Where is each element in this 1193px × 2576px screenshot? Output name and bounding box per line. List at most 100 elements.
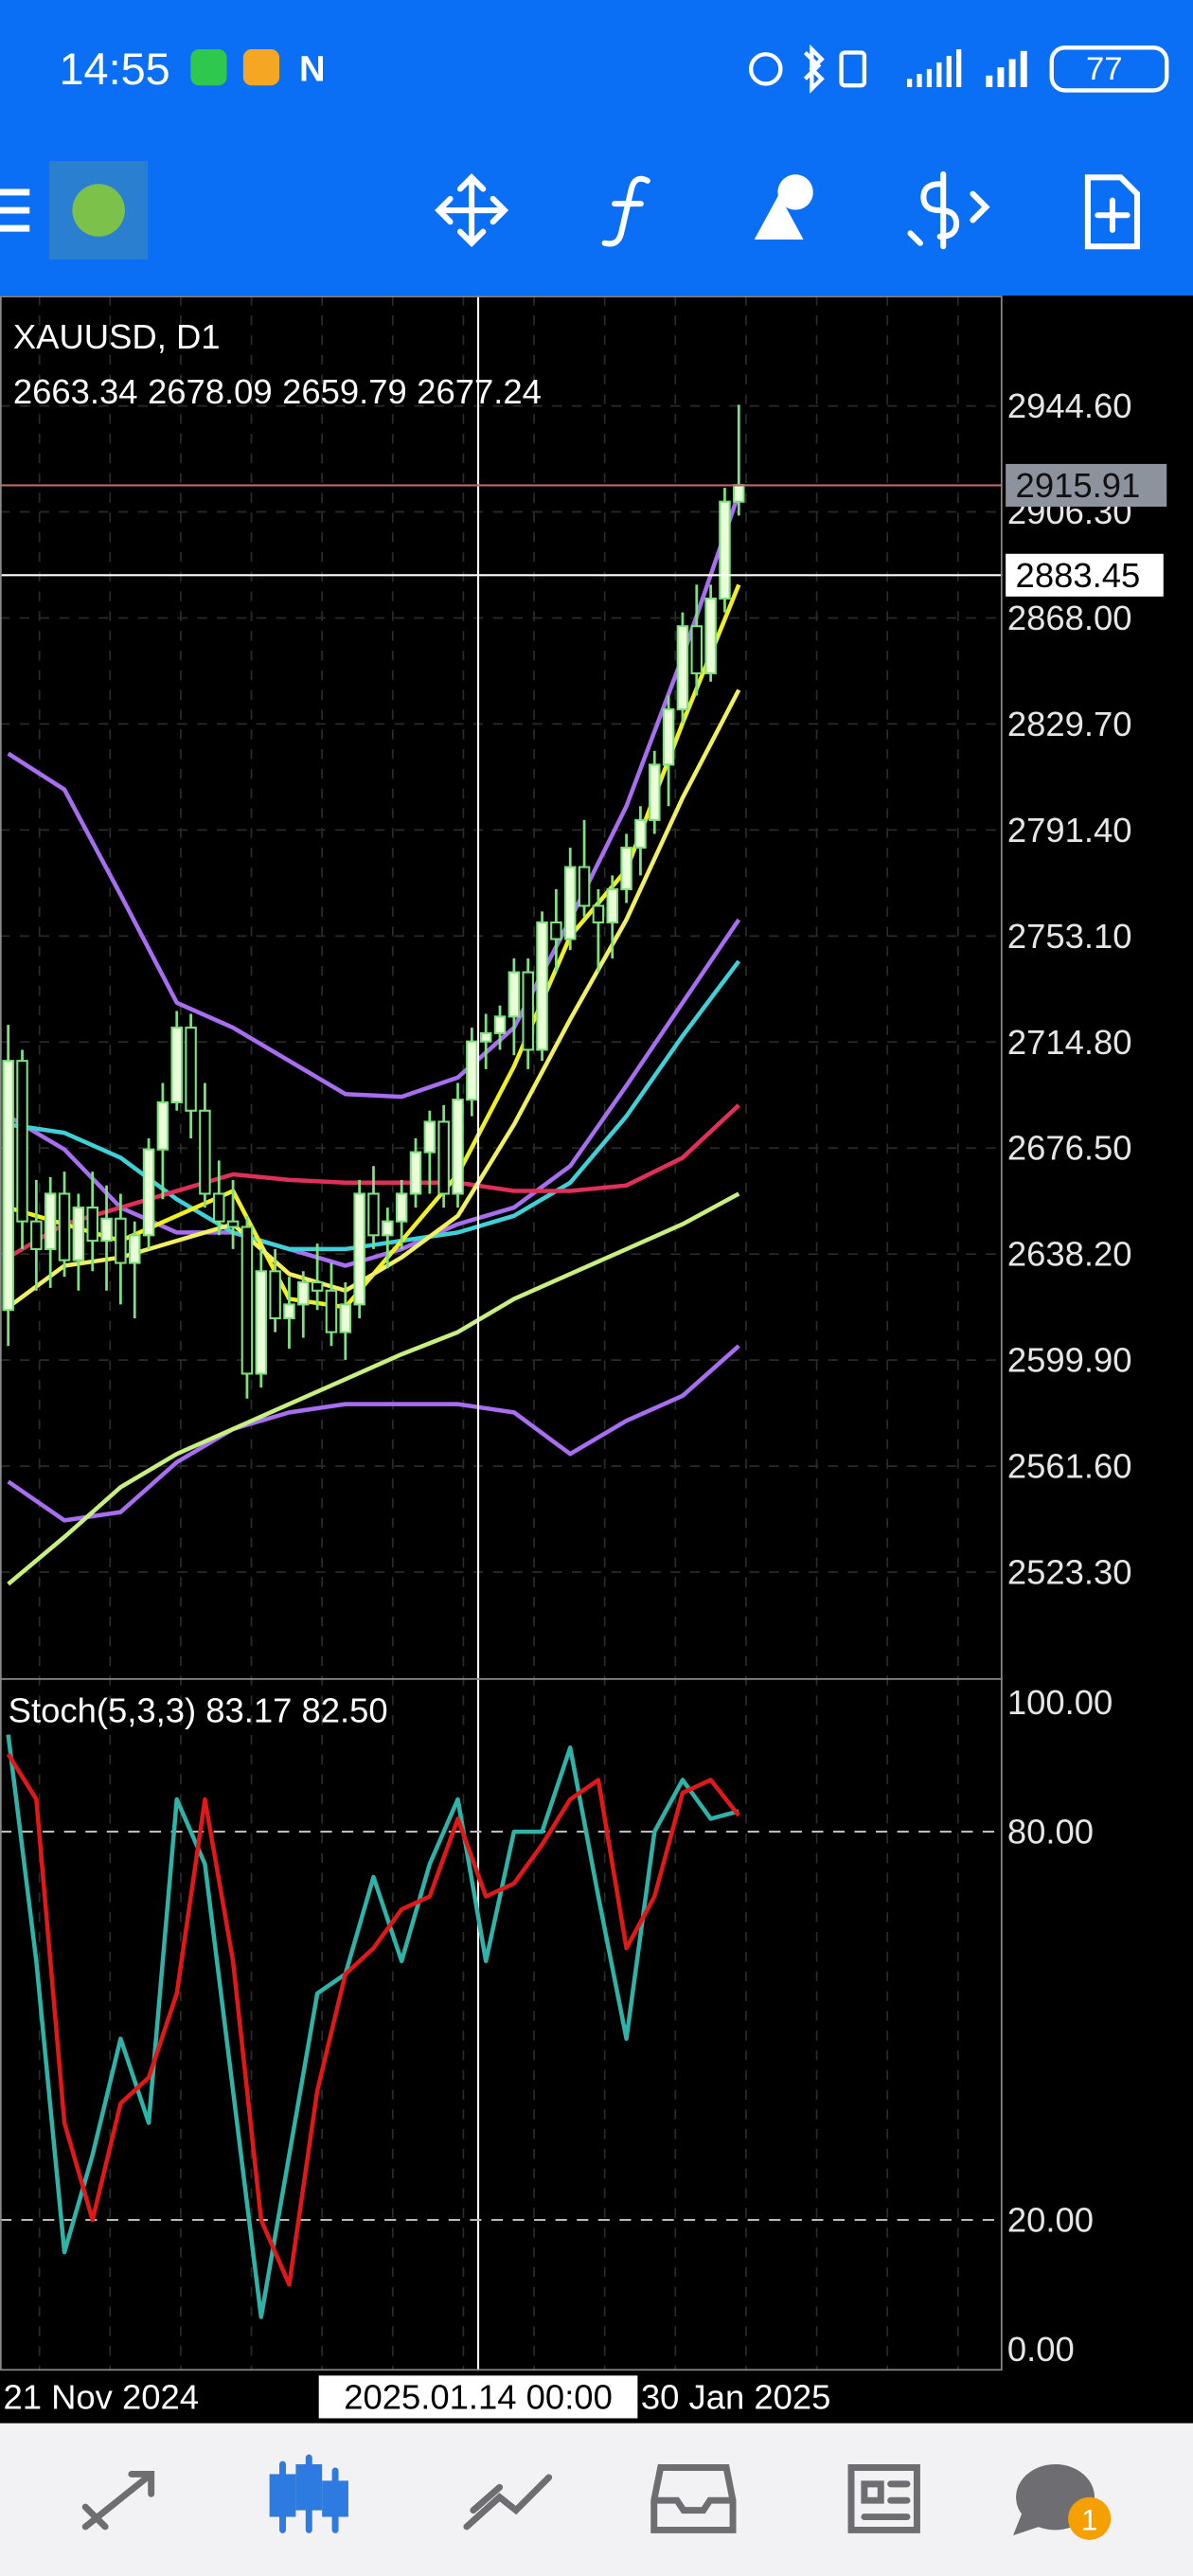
y-tick-label: 2829.70	[1007, 705, 1132, 743]
candle-body	[100, 1217, 113, 1243]
candle-body	[649, 763, 661, 821]
battery	[1049, 45, 1169, 93]
candle-body	[44, 1192, 57, 1250]
crosshair-tool[interactable]	[435, 173, 509, 248]
x-tick-label: 30 Jan 2025	[641, 2377, 831, 2416]
candle-body	[634, 818, 647, 850]
candle-body	[353, 1192, 365, 1306]
y-tick-label: 2868.00	[1007, 599, 1132, 637]
y-tick-label: 2676.50	[1007, 1129, 1132, 1168]
y-tick-label: 2523.30	[1007, 1553, 1132, 1592]
nav-chart[interactable]	[269, 2454, 348, 2533]
candle-body	[522, 971, 534, 1051]
candle-body	[367, 1192, 380, 1237]
crosshair-time: 2025.01.14 00:00	[344, 2377, 613, 2416]
stoch-line	[6, 1752, 741, 2287]
candle-body	[466, 1040, 478, 1101]
candle-body	[2, 1060, 14, 1312]
candle-body	[536, 921, 548, 1051]
candle-body	[423, 1120, 436, 1154]
candle-body	[704, 597, 717, 674]
ohlc-readout: 2663.34 2678.09 2659.79 2677.24	[13, 371, 542, 410]
objects-tool[interactable]	[754, 174, 813, 240]
y-tick-label: 2791.40	[1007, 811, 1132, 850]
candle-body	[395, 1192, 408, 1223]
indicators-tool[interactable]	[601, 175, 650, 247]
candle-body	[156, 1100, 169, 1151]
y-tick-label: 2599.90	[1007, 1341, 1132, 1380]
candle-body	[226, 1220, 240, 1228]
new-order-tool[interactable]	[1084, 174, 1141, 250]
plot-layer: 2944.602906.302868.002829.702791.402753.…	[0, 295, 1167, 2419]
candle-body	[199, 1109, 211, 1195]
candle-body	[255, 1270, 268, 1375]
y-tick-label: 2714.80	[1007, 1023, 1132, 1062]
nav-quotes[interactable]	[81, 2470, 155, 2531]
y-tick-label: 2753.10	[1007, 917, 1132, 956]
x-tick-label: 21 Nov 2024	[3, 2377, 199, 2416]
candle-body	[283, 1303, 295, 1320]
candle-body	[72, 1207, 85, 1261]
candle-body	[409, 1151, 422, 1195]
symbol-title: XAUUSD, D1	[13, 317, 221, 356]
candle-body	[676, 625, 689, 710]
candle-body	[115, 1217, 127, 1264]
candle-body	[719, 500, 731, 600]
candle-body	[382, 1220, 394, 1237]
stoch-title: Stoch(5,3,3) 83.17 82.50	[9, 1690, 388, 1729]
low-readout: 2659.79	[282, 371, 407, 410]
candle-body	[690, 625, 703, 674]
candle-body	[240, 1225, 254, 1375]
y-tick-label: 2638.20	[1007, 1235, 1132, 1274]
y-tick-label: 20.00	[1007, 2200, 1094, 2239]
candle-body	[311, 1280, 324, 1292]
menu-button[interactable]	[0, 188, 30, 232]
chat-badge-count: 1	[1081, 2504, 1097, 2537]
candle-body	[578, 866, 591, 907]
y-tick-label: 100.00	[1007, 1683, 1113, 1722]
trade-tool[interactable]	[907, 170, 990, 250]
nav-trade[interactable]	[463, 2474, 553, 2531]
nav-news[interactable]	[847, 2464, 920, 2533]
candle-body	[325, 1289, 338, 1333]
weibo-icon	[242, 49, 280, 86]
candle-body	[16, 1060, 28, 1223]
y-tick-label: 80.00	[1007, 1813, 1094, 1852]
y-tick-label: 0.00	[1007, 2330, 1075, 2369]
indicator-line	[7, 918, 741, 1268]
battery-level: 77	[1086, 51, 1123, 87]
y-tick-label: 2944.60	[1007, 386, 1132, 425]
clock: 14:55	[59, 45, 169, 94]
candle-body	[30, 1220, 43, 1250]
indicator-line	[7, 1191, 740, 1586]
stoch-line	[6, 1734, 739, 2319]
candle-body	[128, 1234, 141, 1264]
candle-body	[185, 1027, 197, 1112]
candle-body	[733, 484, 745, 503]
candle-body	[620, 847, 632, 890]
candle-body	[563, 866, 577, 940]
chart-frame	[0, 295, 1003, 2371]
candle-body	[339, 1303, 352, 1333]
toolbar	[435, 170, 1141, 250]
candle-body	[507, 971, 521, 1018]
high-readout: 2678.09	[148, 371, 273, 410]
candle-body	[269, 1270, 281, 1320]
candle-body	[170, 1027, 183, 1104]
indicator-line	[7, 492, 741, 1100]
price-label: 2883.45	[1016, 556, 1141, 595]
bottom-nav	[0, 2423, 1193, 2576]
candle-body	[592, 904, 605, 924]
candle-body	[550, 921, 562, 940]
status-icons	[748, 44, 867, 94]
signal-icons	[907, 49, 1027, 87]
nav-history[interactable]	[650, 2464, 737, 2533]
open-readout: 2663.34	[13, 371, 138, 410]
candle-body	[662, 707, 675, 766]
candle-body	[142, 1148, 155, 1237]
indicator-line	[7, 1344, 740, 1523]
candle-body	[58, 1192, 71, 1261]
candle-body	[213, 1192, 225, 1223]
